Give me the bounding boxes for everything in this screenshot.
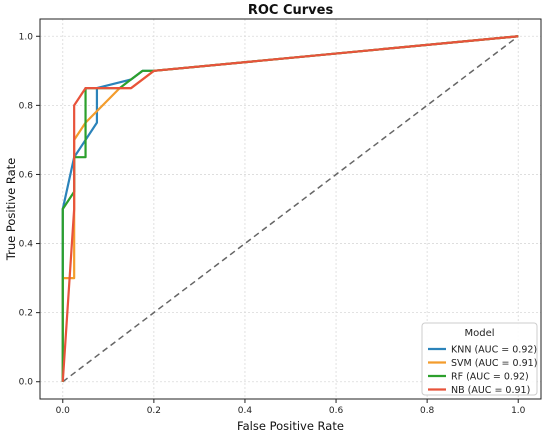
diagonal-line (62, 35, 519, 383)
legend-entry-rf: RF (AUC = 0.92) (451, 372, 529, 383)
y-tick-label: 0.6 (19, 170, 34, 180)
legend-title: Model (464, 328, 494, 339)
legend-entry-knn: KNN (AUC = 0.92) (451, 345, 537, 356)
axis-ticks: 0.0 0.2 0.4 0.6 0.8 1.0 0.0 0.2 0.4 0.6 0.8 1.0 (19, 32, 526, 416)
series-layer (61, 35, 519, 382)
x-tick-label: 0.8 (420, 406, 435, 416)
y-axis-label: True Positive Rate (4, 158, 18, 261)
legend-entry-svm: SVM (AUC = 0.91) (451, 358, 537, 369)
diagonal-reference (62, 35, 519, 383)
x-tick-label: 1.0 (511, 406, 526, 416)
x-tick-label: 0.4 (238, 406, 253, 416)
legend: Model KNN (AUC = 0.92) SVM (AUC = 0.91) RF… (421, 322, 538, 396)
legend-box (421, 322, 538, 396)
y-tick-label: 0.0 (19, 378, 34, 388)
series-line-rf (61, 35, 519, 382)
y-tick-label: 0.2 (19, 309, 33, 319)
x-tick-label: 0.6 (329, 406, 344, 416)
y-tick-label: 0.4 (19, 240, 34, 250)
plot-frame (39, 18, 542, 400)
x-tick-label: 0.0 (56, 406, 71, 416)
series-line-nb (61, 35, 519, 382)
y-tick-label: 0.8 (19, 101, 34, 111)
x-tick-label: 0.2 (147, 406, 161, 416)
legend-entry-nb: NB (AUC = 0.91) (451, 385, 530, 396)
y-tick-label: 1.0 (19, 32, 34, 42)
chart-title: ROC Curves (248, 3, 334, 18)
x-axis-label: False Positive Rate (237, 419, 344, 433)
